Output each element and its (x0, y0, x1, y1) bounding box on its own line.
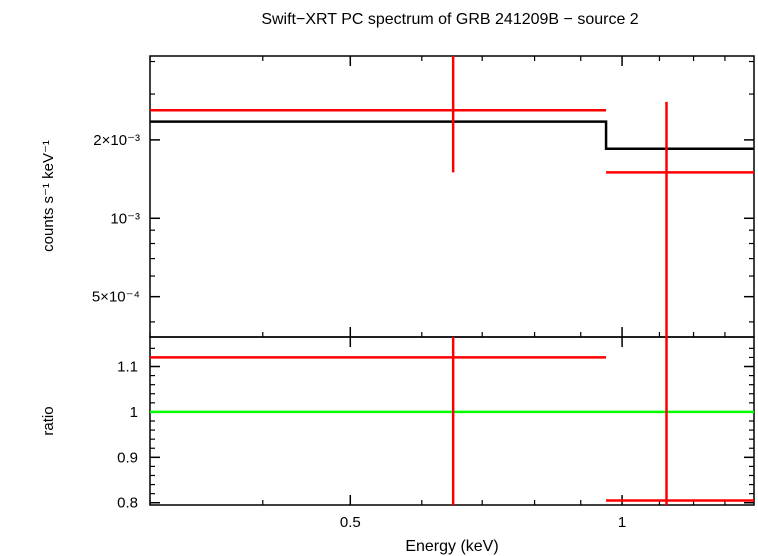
x-tick-label: 1 (618, 514, 626, 531)
x-tick-label: 0.5 (340, 514, 361, 531)
ratio-y-tick-label: 0.9 (117, 449, 138, 466)
ratio-y-tick-label: 0.8 (117, 495, 138, 512)
ratio-y-axis-label: ratio (40, 406, 57, 435)
y-tick-label: 2×10⁻³ (93, 132, 140, 149)
data-marks (150, 56, 754, 505)
ratio-y-tick-label: 1.1 (117, 359, 138, 376)
spectrum-y-axis-label: counts s⁻¹ keV⁻¹ (40, 140, 57, 252)
tick-labels: 0.5 1 2×10⁻³ 10⁻³ 5×10⁻⁴ 0.8 0.9 1 1.1 (92, 132, 626, 531)
chart-title: Swift−XRT PC spectrum of GRB 241209B − s… (261, 11, 638, 28)
ratio-y-tick-label: 1 (130, 404, 138, 421)
axis-ticks (149, 56, 754, 505)
model-step-line (150, 120, 754, 150)
y-tick-label: 5×10⁻⁴ (92, 289, 140, 306)
x-axis-label: Energy (keV) (405, 538, 498, 555)
y-tick-label: 10⁻³ (110, 210, 140, 227)
